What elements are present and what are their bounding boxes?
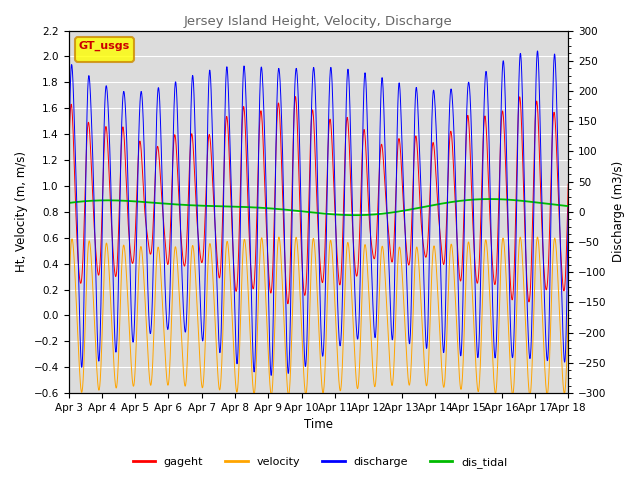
Y-axis label: Discharge (m3/s): Discharge (m3/s) [612,161,625,263]
X-axis label: Time: Time [304,419,333,432]
Y-axis label: Ht, Velocity (m, m/s): Ht, Velocity (m, m/s) [15,151,28,272]
Title: Jersey Island Height, Velocity, Discharge: Jersey Island Height, Velocity, Discharg… [184,15,452,28]
Legend: gageht, velocity, discharge, dis_tidal: gageht, velocity, discharge, dis_tidal [128,452,512,472]
Legend:  [76,37,134,61]
